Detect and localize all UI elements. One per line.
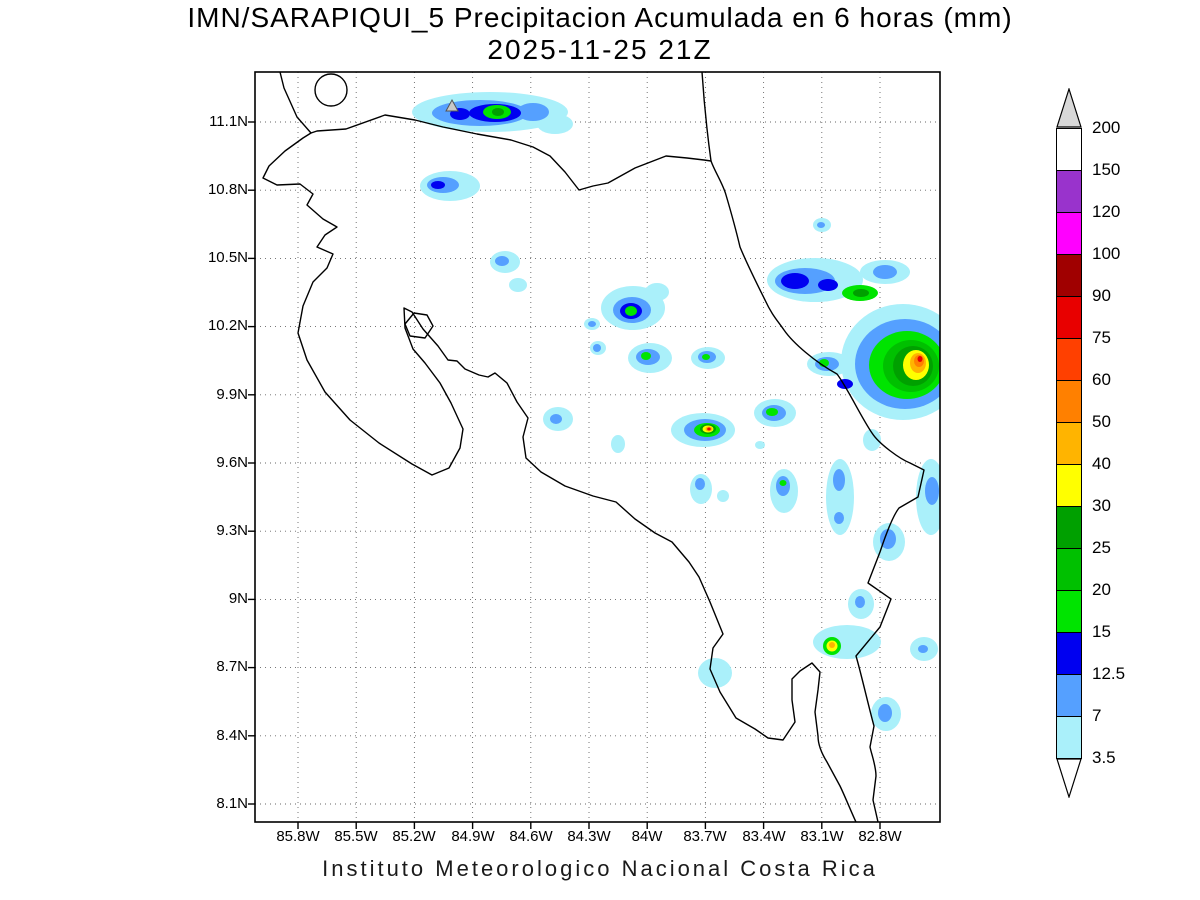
lon-tick-label: 82.8W bbox=[858, 828, 902, 845]
colorbar-band bbox=[1056, 674, 1082, 717]
lat-tick-label: 10.8N bbox=[207, 181, 248, 198]
colorbar-band bbox=[1056, 170, 1082, 213]
colorbar-bottom-arrow bbox=[1056, 758, 1082, 798]
lat-tick-label: 9.3N bbox=[216, 522, 248, 539]
page-subtitle: 2025-11-25 21Z bbox=[487, 34, 713, 65]
colorbar-band bbox=[1056, 422, 1082, 465]
colorbar-label: 120 bbox=[1092, 202, 1121, 221]
colorbar-band bbox=[1056, 296, 1082, 339]
colorbar-label: 12.5 bbox=[1092, 664, 1126, 683]
colorbar-label: 90 bbox=[1092, 286, 1111, 305]
map-plot bbox=[248, 71, 941, 829]
colorbar-band bbox=[1056, 128, 1082, 171]
colorbar-label: 40 bbox=[1092, 454, 1111, 473]
colorbar-band bbox=[1056, 380, 1082, 423]
colorbar-label: 20 bbox=[1092, 580, 1111, 599]
colorbar-band bbox=[1056, 716, 1082, 759]
lon-tick-label: 85.5W bbox=[334, 828, 378, 845]
colorbar-label: 7 bbox=[1092, 706, 1102, 725]
colorbar-label: 60 bbox=[1092, 370, 1111, 389]
lon-tick-label: 85.8W bbox=[276, 828, 320, 845]
colorbar-band bbox=[1056, 212, 1082, 255]
colorbar-band bbox=[1056, 632, 1082, 675]
colorbar-band bbox=[1056, 548, 1082, 591]
coastline bbox=[262, 72, 925, 822]
lat-tick-label: 9N bbox=[228, 590, 248, 607]
colorbar-label: 3.5 bbox=[1092, 748, 1116, 767]
lon-tick-label: 84W bbox=[631, 828, 663, 845]
precipitation-layer bbox=[412, 92, 940, 731]
colorbar-bottom-arrow-shape bbox=[1056, 758, 1082, 798]
axis-ticks bbox=[248, 121, 881, 829]
colorbar-band bbox=[1056, 506, 1082, 549]
plot-border bbox=[254, 71, 941, 823]
lat-tick-label: 10.5N bbox=[207, 249, 248, 266]
lon-tick-label: 84.6W bbox=[509, 828, 553, 845]
page-title: IMN/SARAPIQUI_5 Precipitacion Acumulada … bbox=[187, 2, 1013, 33]
lat-tick-label: 10.2N bbox=[207, 317, 248, 334]
colorbar-label: 15 bbox=[1092, 622, 1111, 641]
lon-tick-label: 84.9W bbox=[451, 828, 495, 845]
station-triangle-marker bbox=[445, 98, 459, 112]
lon-tick-label: 83.1W bbox=[800, 828, 844, 845]
lon-tick-label: 83.4W bbox=[742, 828, 786, 845]
institute-caption: Instituto Meteorologico Nacional Costa R… bbox=[322, 856, 878, 881]
lon-tick-label: 85.2W bbox=[392, 828, 436, 845]
colorbar-label: 30 bbox=[1092, 496, 1111, 515]
colorbar-label: 75 bbox=[1092, 328, 1111, 347]
colorbar-band bbox=[1056, 254, 1082, 297]
colorbar-label: 200 bbox=[1092, 118, 1121, 137]
colorbar-top-arrow-shape bbox=[1056, 88, 1082, 128]
colorbar-label: 50 bbox=[1092, 412, 1111, 431]
colorbar-label: 25 bbox=[1092, 538, 1111, 557]
lat-tick-label: 9.9N bbox=[216, 386, 248, 403]
lat-tick-label: 8.4N bbox=[216, 727, 248, 744]
colorbar-bands bbox=[1056, 128, 1082, 759]
gridlines bbox=[255, 72, 940, 822]
lat-tick-label: 9.6N bbox=[216, 454, 248, 471]
lat-tick-label: 11.1N bbox=[209, 113, 248, 130]
lon-tick-label: 84.3W bbox=[567, 828, 611, 845]
lat-tick-label: 8.1N bbox=[216, 795, 248, 812]
lat-tick-label: 8.7N bbox=[216, 658, 248, 675]
colorbar-band bbox=[1056, 338, 1082, 381]
colorbar-top-arrow bbox=[1056, 88, 1082, 128]
colorbar-band bbox=[1056, 464, 1082, 507]
colorbar-label: 100 bbox=[1092, 244, 1121, 263]
colorbar-label: 150 bbox=[1092, 160, 1121, 179]
lon-tick-label: 83.7W bbox=[683, 828, 727, 845]
colorbar-band bbox=[1056, 590, 1082, 633]
